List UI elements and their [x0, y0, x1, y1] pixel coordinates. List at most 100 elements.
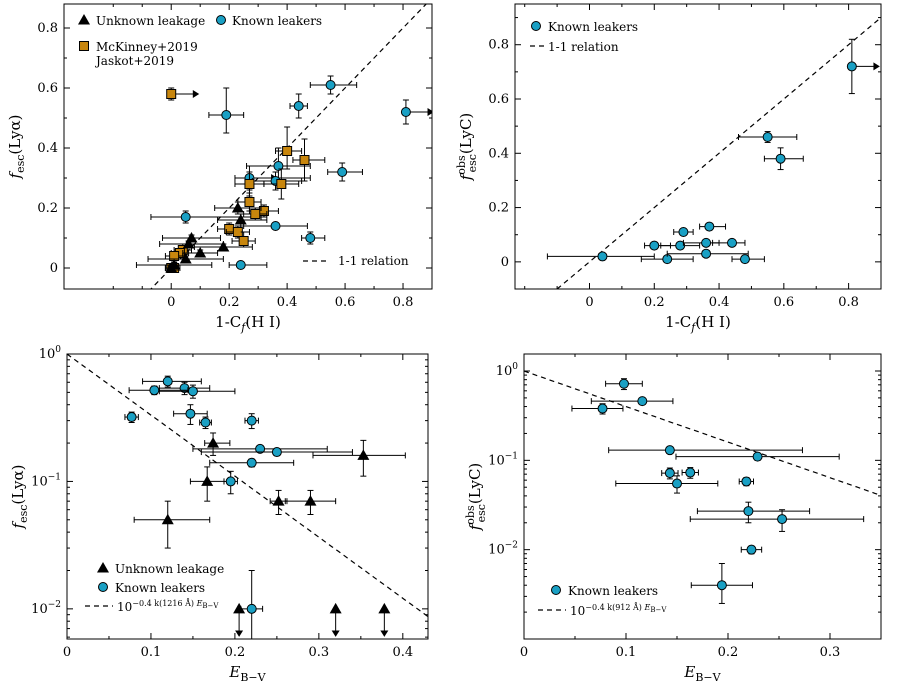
plot-frame [63, 3, 433, 290]
data-point [223, 470, 238, 495]
x-tick-label: 0.2 [644, 295, 665, 310]
marker-circle [664, 445, 675, 456]
marker-circle [672, 478, 682, 489]
data-point [675, 451, 840, 462]
x-tick-label: 0 [63, 645, 71, 660]
data-point [846, 38, 880, 95]
data-point [301, 231, 326, 245]
marker-circle [685, 467, 696, 478]
x-tick-label: 0.3 [820, 645, 841, 660]
marker-circle [727, 237, 738, 248]
data-point [243, 221, 308, 231]
marker-square [244, 197, 255, 207]
marker-circle [400, 107, 411, 117]
data-point [234, 171, 265, 197]
data-point [571, 403, 624, 415]
legend-label: 10−0.4 k(1216 Å) EB−V [117, 599, 219, 614]
legend-label: 10−0.4 k(912 Å) EB−V [570, 603, 667, 618]
data-point [189, 466, 225, 502]
x-tick-label: 0.3 [309, 645, 330, 660]
data-point [292, 138, 326, 182]
marker-circle [743, 506, 754, 517]
marker-circle [185, 408, 196, 419]
marker-triangle [272, 495, 285, 506]
legend-label: Known leakers [548, 20, 638, 34]
y-tick-label: 10−2 [31, 600, 61, 617]
plot-frame [514, 3, 882, 290]
legend-label: 1-1 relation [338, 254, 409, 268]
x-tick-label: 0 [520, 645, 528, 660]
data-point [150, 210, 262, 224]
y-tick-label: 0.6 [488, 92, 509, 107]
reference-line [556, 17, 881, 289]
data-point [240, 569, 264, 639]
y-tick-label: 0.4 [488, 146, 509, 161]
panel-4: 0 0.1 0.2 0.3 10−2 10−1 100 EB−V fobsesc(LyC) Kno… [464, 353, 882, 683]
panel-3: 0 0.1 0.2 0.3 0.4 10−2 10−1 100 EB−V fesc(Lyα) Unk… [9, 345, 429, 683]
data-point [763, 147, 804, 171]
legend: Unknown leakage Known leakers McKinney+201… [78, 14, 409, 268]
legend-marker-square [79, 41, 89, 51]
y-tick-label: 10−1 [488, 451, 518, 468]
data-point [209, 457, 295, 468]
data-point [740, 544, 763, 555]
series-circle [124, 375, 353, 639]
marker-circle [752, 451, 763, 462]
marker-circle [746, 544, 757, 555]
marker-circle [597, 403, 608, 414]
data-point [275, 126, 303, 170]
data-point [133, 500, 211, 549]
data-point [142, 375, 202, 388]
marker-circle [246, 457, 257, 468]
legend-marker-circle [216, 15, 226, 25]
y-tick-label: 0.8 [37, 21, 58, 36]
marker-circle [716, 580, 727, 591]
marker-circle [149, 385, 160, 396]
marker-triangle [165, 262, 178, 273]
legend-label: Known leakers [568, 584, 658, 598]
data-point [690, 563, 753, 604]
series-triangle [133, 432, 406, 637]
data-point [309, 75, 358, 95]
marker-circle [246, 603, 257, 614]
marker-triangle [161, 513, 174, 525]
marker-circle [664, 468, 675, 479]
data-point [289, 93, 308, 119]
marker-square [250, 209, 261, 219]
marker-square [166, 89, 177, 99]
data-point [378, 602, 391, 637]
marker-circle [597, 251, 608, 262]
x-tick-label: 0 [167, 295, 175, 310]
data-point [158, 384, 236, 399]
y-tick-label: 0 [50, 261, 58, 276]
x-tick-label: 0.4 [277, 295, 298, 310]
marker-circle [126, 412, 137, 423]
y-tick-label: 10−2 [488, 541, 518, 558]
panel-2: 0 0.2 0.4 0.6 0.8 0 0.2 0.4 0.6 0.8 1-Cf(H I) fobse… [455, 3, 882, 334]
marker-square [244, 179, 255, 189]
y-axis-label: fobsesc(LyC) [464, 463, 488, 532]
legend-marker-triangle [97, 562, 109, 573]
y-tick-label: 0.8 [488, 38, 509, 53]
plot-frame [66, 353, 429, 640]
data-point [737, 131, 798, 143]
data-point [660, 240, 701, 251]
x-tick-label: 0.6 [335, 295, 356, 310]
marker-circle [678, 227, 689, 237]
legend-label: Known leakers [232, 14, 322, 28]
x-tick-label: 0.2 [225, 645, 246, 660]
marker-triangle [201, 475, 214, 486]
marker-circle [637, 396, 648, 407]
marker-circle [701, 248, 712, 259]
marker-circle [704, 221, 715, 232]
marker-circle [777, 514, 788, 525]
marker-circle [225, 476, 236, 487]
data-point [689, 509, 865, 532]
data-point [164, 262, 178, 273]
marker-circle [187, 386, 198, 397]
data-point [193, 241, 253, 252]
series-triangle [135, 201, 268, 273]
marker-circle [337, 167, 348, 177]
marker-triangle [194, 247, 207, 258]
marker-circle [618, 378, 629, 389]
